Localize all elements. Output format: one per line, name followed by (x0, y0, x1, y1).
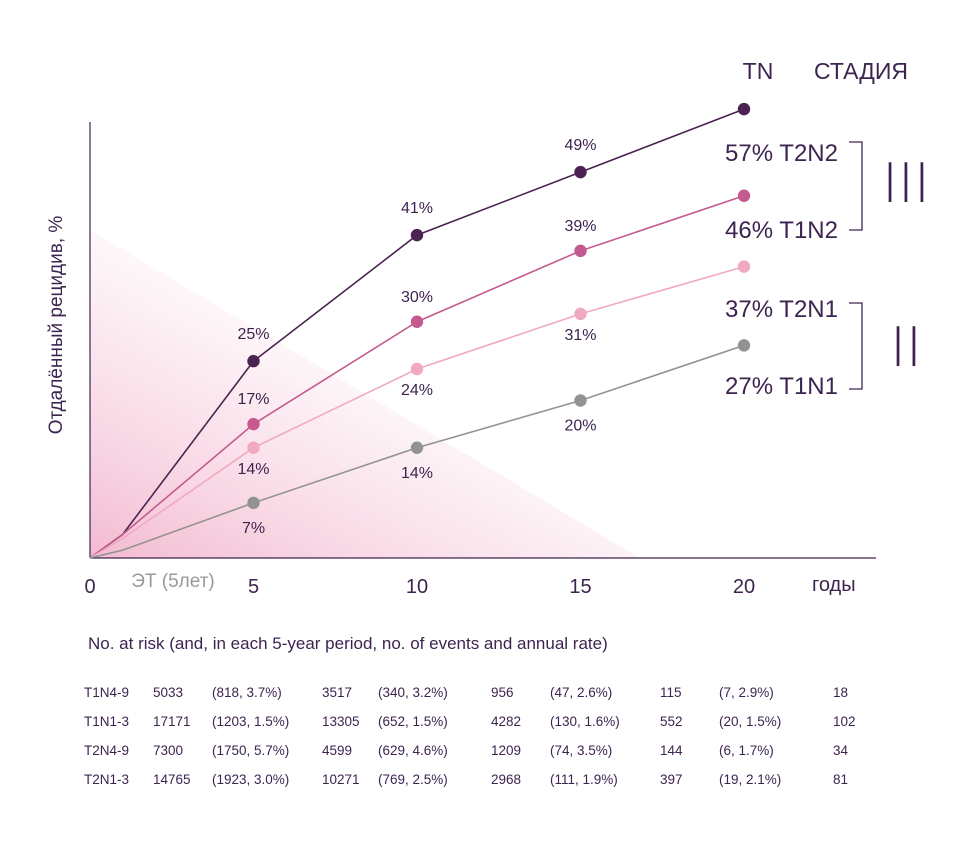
recurrence-chart: 25% 41% 49% 17% 30% 39% 14% 24% 31% 7% 14% 20% 57% T… (46, 58, 930, 598)
risk-cell: (111, 1.9%) (550, 772, 618, 787)
risk-cell: (340, 3.2%) (378, 685, 448, 700)
risk-cell: (130, 1.6%) (550, 714, 620, 729)
risk-cell: 5033 (153, 685, 184, 700)
risk-row-label: T2N4-9 (84, 743, 130, 758)
risk-cell: 2968 (491, 772, 522, 787)
risk-cell: 4282 (491, 714, 522, 729)
end-label-t1n2: 46% T1N2 (725, 217, 838, 244)
x-tick-0: 0 (84, 576, 95, 598)
risk-row-label: T2N1-3 (84, 772, 130, 787)
risk-row: T1N1-3 17171 (1203, 1.5%) 13305 (652, 1.5%) 4… (84, 707, 873, 736)
end-label-t2n2: 57% T2N2 (725, 140, 838, 167)
risk-row: T1N4-9 5033 (818, 3.7%) 3517 (340, 3.2%) 956 (… (84, 678, 873, 707)
risk-cell: 956 (491, 685, 514, 700)
risk-cell: (1750, 5.7%) (212, 743, 290, 758)
data-point-t1n1-20 (737, 339, 751, 352)
risk-cell: 13305 (322, 714, 360, 729)
risk-row: T2N1-3 14765 (1923, 3.0%) 10271 (769, 2.5%) 2… (84, 765, 873, 794)
data-point-t2n1-5 (247, 441, 260, 454)
risk-cell: (19, 2.1%) (719, 772, 782, 787)
tn-header: TN (743, 58, 774, 84)
data-point-t2n1-10 (410, 362, 424, 376)
risk-cell: 115 (660, 685, 682, 700)
risk-cell: 10271 (322, 772, 360, 787)
series-line-t1n1 (89, 344, 745, 559)
risk-cell: (1203, 1.5%) (212, 714, 290, 729)
risk-cell: 18 (833, 685, 849, 700)
x-tick-20: 20 (733, 576, 755, 598)
et-label: ЭТ (5лет) (131, 571, 215, 592)
point-label-t1n1-15: 20% (564, 418, 596, 435)
risk-cell: 1209 (491, 743, 522, 758)
data-point-t1n2-20 (737, 189, 751, 202)
risk-cell: 3517 (322, 685, 353, 700)
stage-iii-label: III (882, 152, 930, 215)
data-point-t1n2-10 (410, 315, 424, 328)
series-line-t2n1 (89, 265, 745, 559)
y-axis-label: Отдалённый рецидив, % (46, 216, 67, 435)
data-point-t1n2-5 (247, 417, 260, 431)
stage-header: СТАДИЯ (814, 58, 908, 84)
data-point-t1n1-5 (247, 496, 260, 510)
risk-cell: (47, 2.6%) (550, 685, 613, 700)
point-label-t2n2-10: 41% (401, 200, 433, 217)
risk-cell: (7, 2.9%) (719, 685, 774, 700)
data-point-t1n1-10 (410, 441, 424, 454)
data-point-t1n2-15 (574, 244, 587, 258)
end-label-t2n1: 37% T2N1 (725, 296, 838, 323)
point-label-t2n1-15: 31% (564, 327, 596, 344)
data-point-t2n2-20 (737, 102, 751, 116)
x-tick-5: 5 (248, 576, 259, 598)
stage-ii-label: II (890, 316, 922, 379)
risk-cell: 102 (833, 714, 856, 729)
bracket-stage-ii (849, 302, 863, 390)
data-point-t2n2-10 (410, 228, 424, 242)
risk-cell: 552 (660, 714, 683, 729)
risk-cell: (20, 1.5%) (719, 714, 782, 729)
risk-cell: (769, 2.5%) (378, 772, 448, 787)
data-point-t2n2-15 (574, 165, 587, 179)
risk-row: T2N4-9 7300 (1750, 5.7%) 4599 (629, 4.6%) 120… (84, 736, 873, 765)
risk-cell: 397 (660, 772, 683, 787)
risk-cell: 34 (833, 743, 849, 758)
data-point-t2n1-20 (737, 260, 751, 273)
risk-cell: (818, 3.7%) (212, 685, 282, 700)
risk-cell: (6, 1.7%) (719, 743, 774, 758)
data-point-t1n1-15 (574, 394, 587, 407)
series-line-t1n2 (89, 194, 745, 559)
point-label-t1n2-15: 39% (564, 218, 596, 235)
point-label-t1n1-10: 14% (401, 465, 433, 482)
point-label-t1n2-5: 17% (237, 391, 269, 408)
risk-cell: (629, 4.6%) (378, 743, 448, 758)
risk-row-label: T1N1-3 (84, 714, 130, 729)
end-label-t1n1: 27% T1N1 (725, 373, 838, 400)
point-label-t1n2-10: 30% (401, 289, 433, 306)
x-axis-label: годы (812, 574, 856, 596)
risk-cell: (1923, 3.0%) (212, 772, 290, 787)
risk-table-title: No. at risk (and, in each 5-year period,… (88, 634, 608, 653)
risk-cell: (652, 1.5%) (378, 714, 448, 729)
x-tick-15: 15 (569, 576, 591, 598)
risk-cell: 144 (660, 743, 683, 758)
risk-table: T1N4-9 5033 (818, 3.7%) 3517 (340, 3.2%) 956 (… (84, 678, 873, 794)
data-point-t2n1-15 (574, 307, 587, 321)
point-label-t2n2-5: 25% (237, 326, 269, 343)
x-tick-10: 10 (406, 576, 428, 598)
risk-cell: 17171 (153, 714, 191, 729)
risk-cell: 81 (833, 772, 849, 787)
point-label-t2n1-10: 24% (401, 382, 433, 399)
risk-cell: 14765 (153, 772, 191, 787)
risk-cell: (74, 3.5%) (550, 743, 613, 758)
point-label-t2n1-5: 14% (237, 461, 269, 478)
data-point-t2n2-5 (247, 354, 260, 368)
risk-cell: 7300 (153, 743, 184, 758)
point-label-t2n2-15: 49% (564, 137, 596, 154)
risk-row-label: T1N4-9 (84, 685, 130, 700)
point-label-t1n1-5: 7% (242, 520, 265, 537)
bracket-stage-iii (849, 141, 863, 231)
risk-cell: 4599 (322, 743, 353, 758)
